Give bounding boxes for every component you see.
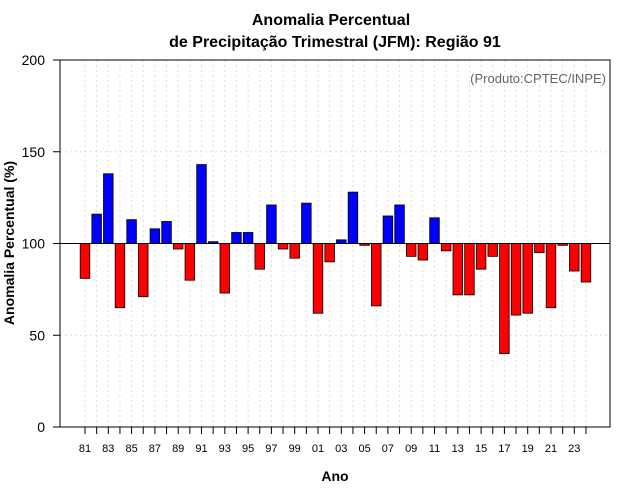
bar-13 xyxy=(452,243,464,296)
x-tick-label: 85 xyxy=(125,443,137,455)
x-tick-label: 07 xyxy=(382,443,394,455)
chart-subtitle: de Precipitação Trimestral (JFM): Região… xyxy=(169,34,501,51)
bar-89 xyxy=(172,243,184,250)
x-tick-label: 19 xyxy=(522,443,534,455)
x-tick-label: 17 xyxy=(498,443,510,455)
bar-95 xyxy=(242,232,254,244)
x-tick-label: 95 xyxy=(242,443,254,455)
y-tick-label: 100 xyxy=(22,236,46,252)
y-tick-label: 50 xyxy=(29,327,45,343)
bar-12 xyxy=(440,243,452,252)
bar-04 xyxy=(347,191,359,244)
bar-00 xyxy=(301,202,312,244)
x-axis-ticks: 81 83 85 87 89 91 93 95 97 99 01 03 05 07 09 11 13 15 17 19… xyxy=(79,427,587,455)
bar-18 xyxy=(510,243,522,316)
bar-17 xyxy=(499,243,510,354)
bar-06 xyxy=(371,243,382,307)
bar-20 xyxy=(534,243,545,254)
bar-97 xyxy=(266,204,277,244)
bar-87 xyxy=(149,228,161,244)
x-tick-label: 15 xyxy=(475,443,487,455)
bar-16 xyxy=(487,243,498,257)
y-axis-ticks: 0 50 100 150 200 xyxy=(22,52,60,435)
bar-02 xyxy=(324,243,335,263)
bar-82 xyxy=(91,213,102,244)
bar-11 xyxy=(429,217,440,244)
chart-title: Anomalia Percentual xyxy=(252,12,410,29)
bar-23 xyxy=(569,243,580,272)
y-tick-label: 200 xyxy=(22,52,46,68)
x-tick-label: 09 xyxy=(405,443,417,455)
bar-24 xyxy=(580,243,592,283)
bar-03 xyxy=(336,239,347,244)
bar-84 xyxy=(114,243,126,309)
x-tick-label: 99 xyxy=(289,443,301,455)
bar-08 xyxy=(394,204,405,244)
x-tick-label: 11 xyxy=(429,443,440,455)
source-annotation: (Produto:CPTEC/INPE) xyxy=(470,71,606,86)
bar-81 xyxy=(79,243,91,279)
x-tick-label: 23 xyxy=(568,443,580,455)
x-tick-label: 89 xyxy=(172,443,184,455)
x-tick-label: 05 xyxy=(358,443,370,455)
bar-93 xyxy=(219,243,231,294)
bar-88 xyxy=(161,221,172,244)
bar-96 xyxy=(254,243,265,270)
bar-14 xyxy=(464,243,475,296)
grid-lines xyxy=(60,60,610,427)
bar-21 xyxy=(545,243,557,309)
bar-99 xyxy=(289,243,300,259)
x-tick-label: 97 xyxy=(265,443,277,455)
x-axis-label: Ano xyxy=(321,468,348,484)
x-tick-label: 13 xyxy=(452,443,464,455)
bar-98 xyxy=(277,243,289,250)
bar-85 xyxy=(126,219,137,244)
bar-90 xyxy=(184,243,196,281)
x-tick-label: 21 xyxy=(545,443,557,455)
bar-15 xyxy=(475,243,487,270)
y-axis-label: Anomalia Percentual (%) xyxy=(1,161,17,325)
x-tick-label: 87 xyxy=(149,443,161,455)
bar-10 xyxy=(417,243,429,261)
bar-09 xyxy=(405,243,417,257)
x-tick-label: 93 xyxy=(219,443,231,455)
bar-94 xyxy=(231,232,242,244)
bar-01 xyxy=(312,243,324,314)
x-tick-label: 91 xyxy=(195,443,207,455)
x-tick-label: 01 xyxy=(312,443,324,455)
y-tick-label: 150 xyxy=(22,144,46,160)
bar-07 xyxy=(382,215,394,244)
bar-86 xyxy=(138,243,149,298)
bar-91 xyxy=(196,164,207,244)
bars xyxy=(79,164,592,354)
x-tick-label: 83 xyxy=(102,443,114,455)
bar-83 xyxy=(103,173,114,244)
y-tick-label: 0 xyxy=(37,419,45,435)
x-tick-label: 03 xyxy=(335,443,347,455)
bar-19 xyxy=(522,243,533,314)
x-tick-label: 81 xyxy=(79,443,91,455)
